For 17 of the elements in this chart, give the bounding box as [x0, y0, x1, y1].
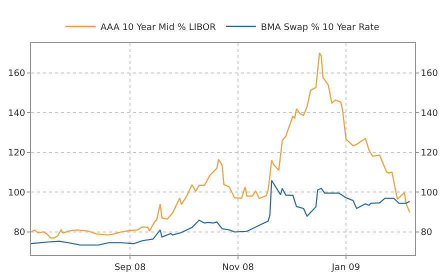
x-tick-label: Nov 08: [222, 262, 254, 273]
legend-label: BMA Swap % 10 Year Rate: [260, 22, 380, 33]
y-tick-label: 80: [14, 228, 26, 238]
x-tick-label: Sep 08: [114, 262, 146, 273]
line-series: [31, 52, 410, 238]
x-tick-label: Jan 09: [330, 262, 360, 273]
y-tick-label: 160: [8, 68, 26, 79]
y-tick-label: 100: [8, 188, 26, 198]
y2-tick-label: 160: [420, 68, 438, 79]
y2-tick-label: 140: [420, 108, 438, 119]
legend-label: AAA 10 Year Mid % LIBOR: [100, 22, 216, 33]
line-series: [31, 180, 410, 246]
y-tick-label: 140: [8, 108, 26, 119]
y2-tick-label: 100: [420, 188, 438, 198]
y2-tick-label: 80: [420, 228, 433, 238]
y-tick-label: 120: [8, 148, 26, 159]
y2-tick-label: 120: [420, 148, 438, 159]
